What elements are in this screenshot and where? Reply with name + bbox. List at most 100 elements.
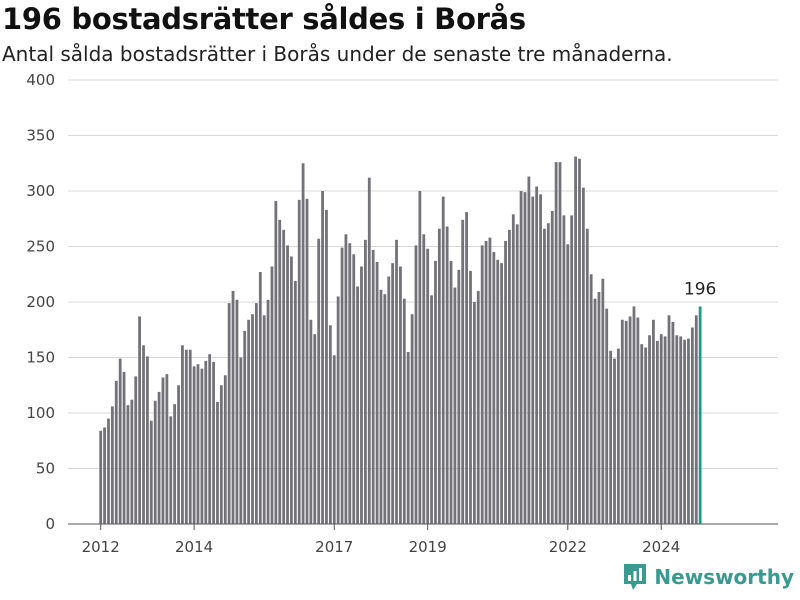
bar — [336, 296, 340, 524]
y-axis-ticks: 0 50 100 150 200 250 300 350 400 — [26, 71, 55, 533]
bar — [309, 319, 313, 524]
bar — [212, 361, 215, 524]
bar — [519, 191, 523, 524]
x-tick-label: 2019 — [409, 538, 447, 556]
bar — [535, 186, 539, 524]
bar — [293, 280, 297, 524]
bar — [387, 276, 391, 524]
bar — [181, 345, 184, 524]
bar — [192, 366, 196, 524]
bar — [663, 336, 667, 524]
x-tick-label: 2014 — [175, 538, 213, 556]
bar — [609, 350, 613, 524]
bar — [321, 191, 324, 524]
bar — [679, 336, 683, 524]
bar — [515, 224, 519, 525]
bar — [574, 156, 577, 524]
bar — [539, 194, 542, 524]
bar — [694, 315, 698, 524]
bar — [624, 320, 628, 524]
bar — [472, 302, 476, 524]
bar — [379, 289, 383, 524]
bar — [422, 234, 426, 525]
bar — [399, 266, 402, 524]
bar — [227, 303, 231, 524]
chart-subtitle: Antal sålda bostadsrätter i Borås under … — [2, 42, 673, 66]
bar — [243, 330, 247, 524]
y-tick-label: 200 — [26, 293, 55, 311]
bar — [581, 187, 585, 525]
bar — [301, 163, 305, 524]
bar — [406, 351, 410, 524]
y-tick-label: 350 — [26, 127, 55, 145]
x-axis-ticks: 2012 2014 2017 2019 2022 2024 — [82, 524, 680, 556]
bar — [410, 314, 414, 524]
annotation-label: 196 — [684, 279, 716, 299]
bar — [511, 214, 515, 524]
bar — [146, 356, 149, 524]
bar — [445, 226, 449, 524]
bar — [118, 358, 122, 524]
bar — [504, 240, 507, 524]
bar — [434, 260, 437, 524]
bar — [219, 385, 223, 524]
bar — [169, 416, 173, 524]
bar — [546, 223, 550, 524]
bar — [107, 418, 110, 524]
bar — [286, 245, 289, 524]
bar — [216, 401, 219, 524]
bar — [266, 299, 270, 524]
bar — [578, 158, 581, 524]
bar — [247, 319, 251, 524]
bar — [134, 376, 138, 524]
bar — [383, 294, 387, 524]
bar — [208, 354, 212, 524]
bar — [297, 199, 301, 524]
bar — [476, 290, 480, 524]
bar — [457, 269, 461, 524]
bar — [655, 340, 659, 524]
bar — [239, 357, 243, 524]
bar — [687, 338, 690, 524]
bar — [371, 249, 375, 524]
bar — [114, 380, 118, 524]
bar — [465, 212, 468, 524]
bar — [430, 295, 433, 524]
bar — [659, 334, 663, 524]
bar — [325, 209, 328, 524]
bar — [620, 319, 624, 524]
bar — [628, 316, 632, 524]
bar — [161, 377, 165, 524]
bar — [270, 266, 274, 524]
bar — [274, 200, 278, 525]
bar — [328, 325, 332, 524]
bar — [348, 243, 352, 525]
bar — [566, 244, 570, 524]
bar — [441, 196, 445, 525]
bar-chart-logo-icon — [624, 564, 647, 590]
bar — [480, 245, 484, 524]
chart-title: 196 bostadsrätter såldes i Borås — [2, 2, 526, 36]
bar — [543, 228, 546, 525]
bar — [103, 427, 106, 524]
bar — [613, 358, 616, 524]
bar — [235, 299, 239, 524]
y-tick-label: 300 — [26, 182, 55, 200]
bar — [149, 420, 153, 524]
bar — [508, 229, 511, 524]
bar — [453, 287, 457, 524]
bar — [558, 162, 562, 524]
bar — [340, 247, 344, 525]
bar — [632, 306, 636, 524]
bar — [204, 360, 208, 524]
bar — [636, 317, 640, 524]
bar — [570, 215, 574, 525]
bar — [500, 263, 504, 524]
bar — [157, 391, 161, 524]
bar — [142, 345, 145, 524]
bar — [262, 315, 266, 524]
bar — [305, 198, 309, 524]
bar — [426, 248, 430, 524]
bar — [593, 298, 597, 524]
